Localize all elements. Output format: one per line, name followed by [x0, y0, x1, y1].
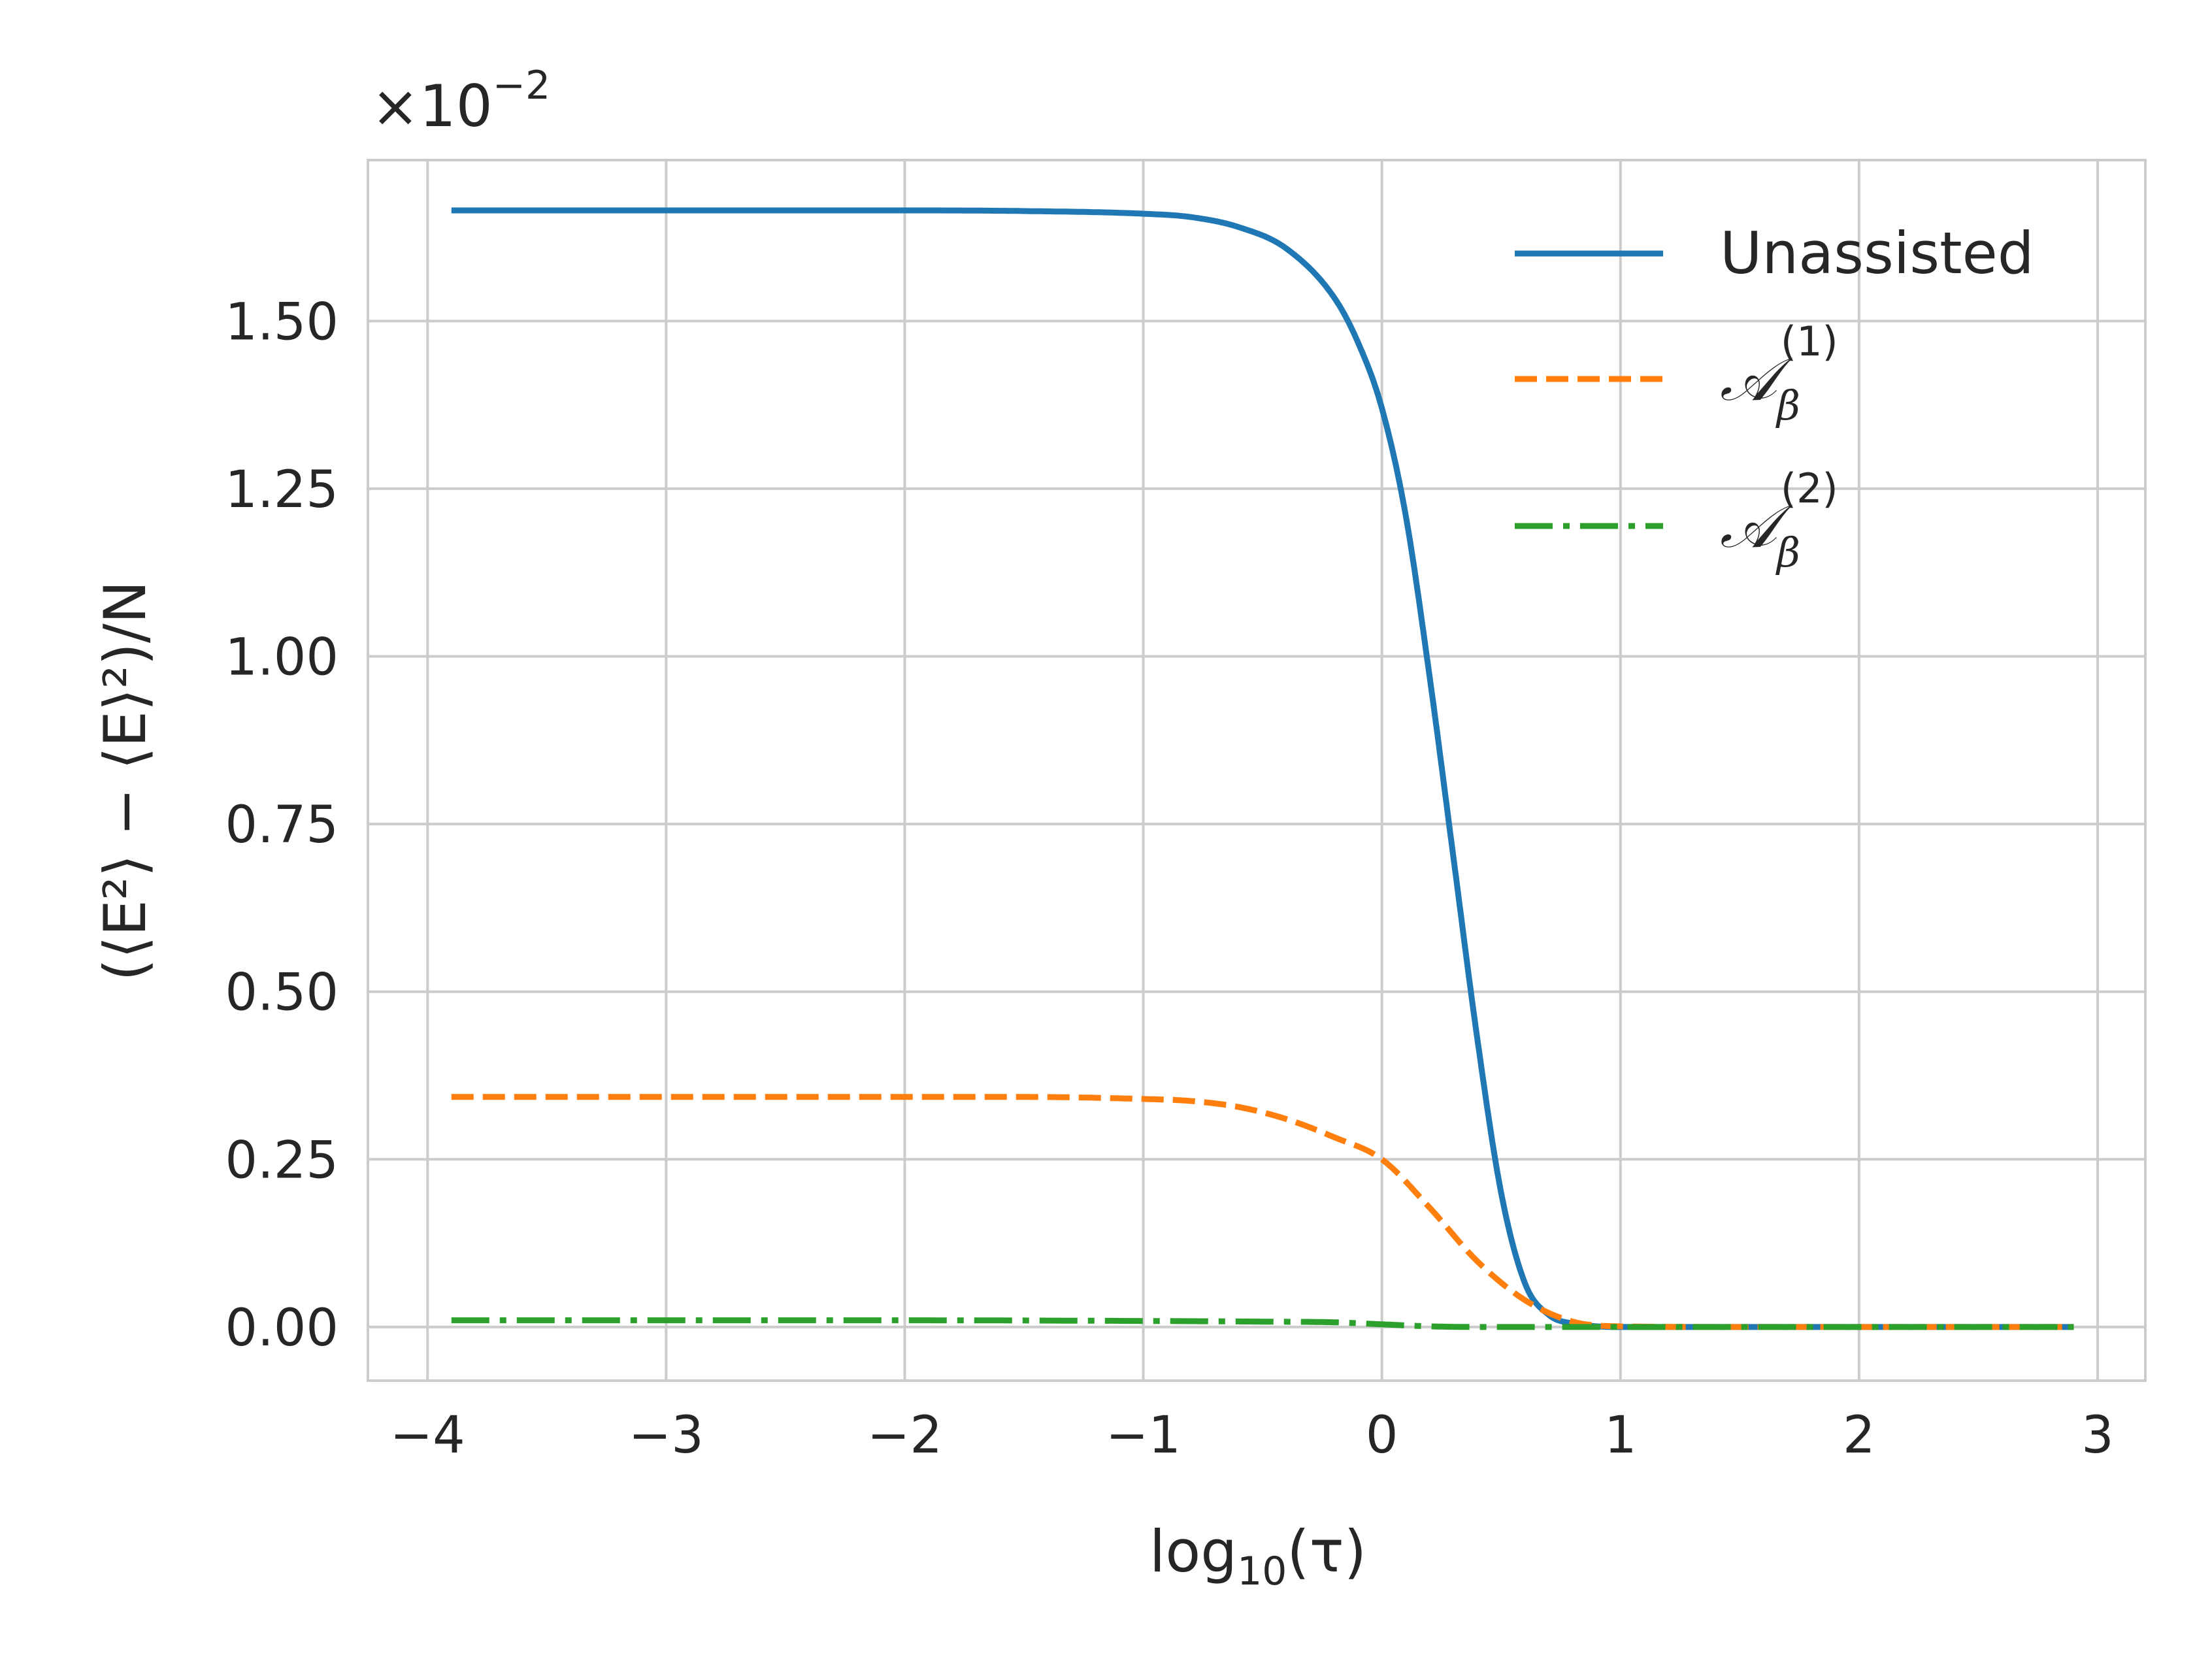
y-offset-text: ×10−2 — [371, 63, 550, 140]
x-axis-label: log10(τ) — [1149, 1518, 1366, 1594]
series-line-1 — [451, 1094, 2074, 1330]
y-axis-label: (⟨E²⟩ − ⟨E⟩²)/N — [91, 581, 159, 981]
x-label-base: log — [1149, 1518, 1237, 1585]
x-tick-label: 0 — [1366, 1406, 1398, 1465]
offset-base: ×10 — [371, 73, 493, 140]
legend-a1-sub: β — [1775, 382, 1800, 429]
y-tick-label: 1.25 — [225, 461, 338, 519]
series-lines — [451, 207, 2074, 1330]
y-tick-label: 0.50 — [225, 964, 338, 1023]
x-tick-label: 1 — [1604, 1406, 1637, 1465]
y-tick-label: 0.75 — [225, 796, 338, 855]
offset-exp: −2 — [493, 63, 550, 108]
series-line-2 — [451, 1317, 2074, 1330]
legend-a2-sup: (2) — [1781, 465, 1838, 512]
y-tick-label: 0.25 — [225, 1131, 338, 1190]
grid-lines — [368, 160, 2145, 1381]
x-tick-labels: −4 −3 −2 −1 0 1 2 3 — [390, 1406, 2114, 1465]
legend-a1-sup: (1) — [1781, 318, 1838, 365]
x-label-rest: (τ) — [1287, 1518, 1366, 1585]
x-label-sub: 10 — [1237, 1549, 1287, 1594]
legend-label-unassisted: Unassisted — [1720, 220, 2034, 287]
x-tick-label: −1 — [1106, 1406, 1181, 1465]
x-tick-label: 2 — [1843, 1406, 1875, 1465]
y-tick-label: 0.00 — [225, 1299, 338, 1358]
legend-label-a1: 𝒜β(1) — [1720, 318, 1838, 429]
x-tick-label: 3 — [2081, 1406, 2114, 1465]
plot-frame — [367, 159, 2147, 1382]
x-tick-label: −3 — [629, 1406, 704, 1465]
y-tick-label: 1.00 — [225, 629, 338, 687]
legend-a2-sub: β — [1775, 529, 1800, 576]
y-tick-labels: 0.00 0.25 0.50 0.75 1.00 1.25 1.50 — [225, 293, 338, 1358]
y-tick-label: 1.50 — [225, 293, 338, 352]
x-tick-label: −2 — [867, 1406, 942, 1465]
x-tick-label: −4 — [390, 1406, 465, 1465]
